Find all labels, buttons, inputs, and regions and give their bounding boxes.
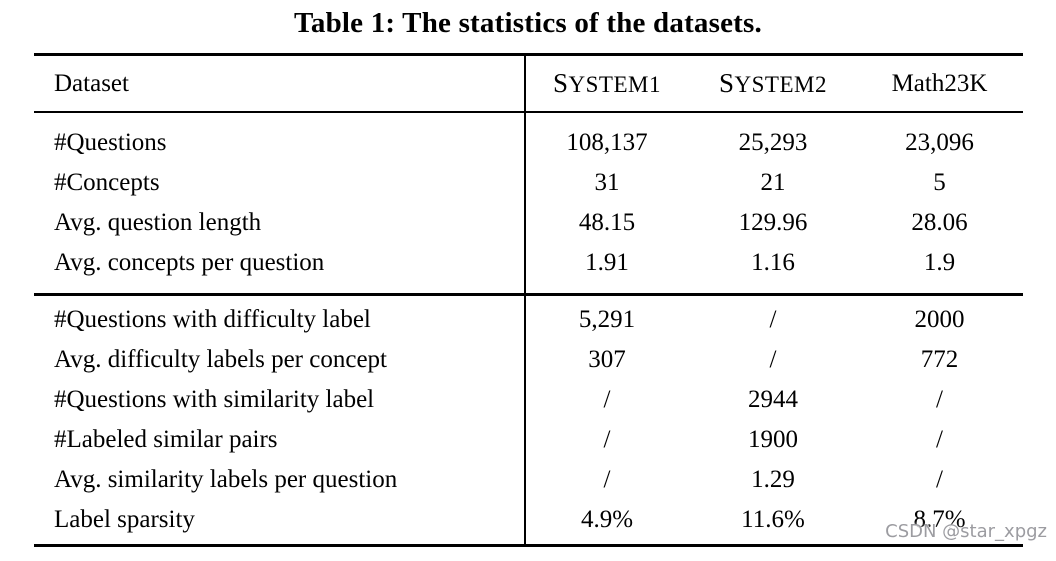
cell-value: 5 [933,169,946,196]
table-row: #Questions with difficulty label 5,291 / 20… [34,300,1023,340]
cell-value: 1.29 [751,466,795,493]
cell-value: 2944 [748,386,798,413]
cell-value: 129.96 [738,209,808,236]
bottom-rule [34,544,1023,547]
column-header-math23k: Math23K [891,69,988,97]
cell-value: / [769,346,777,373]
cell-value: 1.16 [751,249,795,276]
row-label: #Questions with difficulty label [54,306,371,333]
row-label: Avg. similarity labels per question [54,466,398,493]
cell-value: 4.9% [580,506,634,533]
label-statistics-section: #Questions with difficulty label 5,291 / 20… [34,296,1023,544]
cell-value: 31 [594,169,620,196]
cell-value: 2000 [914,306,965,333]
cell-value: 25,293 [738,129,808,156]
cell-value: 1900 [748,426,798,453]
column-divider [524,53,526,547]
table-row: Label sparsity 4.9% 11.6% 8.7% [34,500,1023,540]
cell-value: / [603,466,611,493]
cell-value: 5,291 [578,306,636,333]
cell-value: 108,137 [566,129,648,156]
cell-value: 772 [920,346,959,373]
cell-value: / [769,306,777,333]
table-row: #Labeled similar pairs / 1900 / [34,420,1023,460]
watermark: CSDN @star_xpgz [885,521,1047,542]
table-caption: Table 1: The statistics of the datasets. [294,7,762,39]
cell-value: 8.7% [913,506,966,533]
row-label: #Questions [54,129,167,156]
row-label: #Questions with similarity label [54,386,375,413]
header-rule [34,111,1023,113]
table-row: Avg. similarity labels per question / 1.29… [34,460,1023,500]
cell-value: 28.06 [911,209,968,236]
mid-rule [34,293,1023,296]
table-row: Avg. difficulty labels per concept 307 / 77… [34,340,1023,380]
row-label: Avg. concepts per question [54,249,325,276]
cell-value: 307 [588,346,626,373]
cell-value: / [936,426,943,453]
column-header-system1: SYSTEM1 [553,68,661,98]
row-label: #Labeled similar pairs [54,426,278,453]
table-row: #Questions with similarity label / 2944 / [34,380,1023,420]
row-label: Avg. difficulty labels per concept [54,346,387,373]
cell-value: 21 [760,169,786,196]
column-header-system2: SYSTEM2 [719,68,827,98]
cell-value: 11.6% [741,506,805,533]
header-row: Dataset SYSTEM1 SYSTEM2 Math23K [34,56,1023,111]
general-statistics-section: #Questions 108,137 25,293 23,096 #Concepts 31… [34,113,1023,293]
column-header-dataset: Dataset [54,69,129,97]
cell-value: 23,096 [905,129,974,156]
cell-value: 1.91 [585,249,629,276]
row-label: #Concepts [54,169,160,196]
table-row: Avg. question length 48.15 129.96 28.06 [34,203,1023,243]
cell-value: / [936,386,943,413]
table-row: #Questions 108,137 25,293 23,096 [34,123,1023,163]
top-rule [34,53,1023,56]
table-row: #Concepts 31 21 5 [34,163,1023,203]
cell-value: 1.9 [923,249,956,276]
table-row: Avg. concepts per question 1.91 1.16 1.9 [34,243,1023,283]
statistics-table: Dataset SYSTEM1 SYSTEM2 Math23K #Questio… [34,53,1023,547]
cell-value: / [936,466,943,493]
cell-value: / [603,386,611,413]
cell-value: / [603,426,611,453]
row-label: Label sparsity [54,506,195,533]
cell-value: 48.15 [578,209,636,236]
row-label: Avg. question length [54,209,262,236]
